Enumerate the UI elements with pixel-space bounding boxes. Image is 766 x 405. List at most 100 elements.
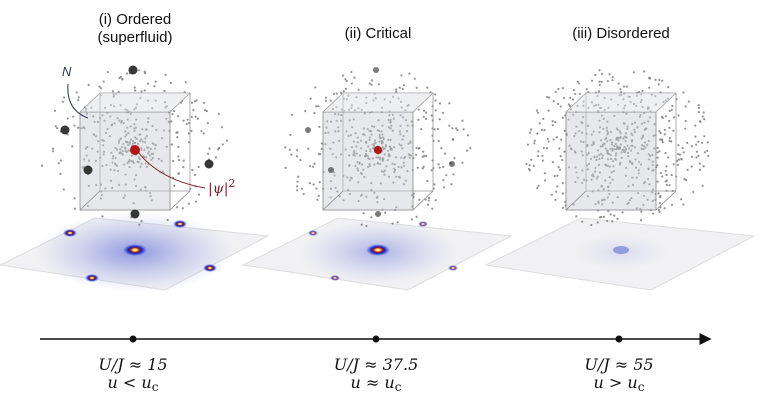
particle	[149, 191, 152, 195]
particle	[106, 70, 109, 74]
particle	[581, 131, 584, 134]
floor-peak	[123, 244, 147, 256]
particle	[62, 96, 66, 99]
particle	[339, 153, 343, 156]
particle	[658, 210, 661, 214]
particle	[384, 211, 387, 214]
particle	[149, 147, 152, 151]
particle	[608, 192, 611, 196]
particle	[663, 207, 666, 210]
panel-title: (ii) Critical	[345, 25, 412, 42]
particle	[456, 128, 459, 132]
particle	[381, 159, 384, 162]
particle	[320, 142, 323, 145]
particle	[389, 138, 392, 142]
particle	[415, 146, 418, 150]
particle	[547, 109, 550, 112]
particle	[608, 176, 611, 179]
particle	[143, 70, 146, 73]
particle	[560, 138, 563, 141]
particle	[172, 109, 175, 113]
particle	[111, 157, 114, 160]
particle	[586, 164, 589, 167]
particle	[384, 143, 387, 147]
particle	[684, 119, 687, 123]
particle	[295, 149, 299, 152]
particle	[382, 157, 385, 160]
particle	[344, 87, 348, 90]
particle	[640, 137, 643, 140]
particle	[370, 182, 373, 185]
particle	[579, 140, 583, 143]
particle	[616, 217, 619, 220]
particle	[642, 145, 645, 148]
particle	[128, 165, 131, 169]
particle	[144, 162, 147, 165]
panel-subtitle: (superfluid)	[97, 29, 172, 46]
particle	[533, 142, 536, 145]
particle	[606, 140, 609, 143]
particle	[203, 109, 207, 112]
particle	[657, 208, 660, 212]
particle	[455, 127, 458, 130]
particle	[200, 130, 203, 133]
particle	[676, 163, 680, 166]
particle	[561, 182, 564, 185]
particle	[157, 157, 160, 160]
particle	[350, 126, 354, 129]
particle	[630, 197, 633, 200]
particle	[580, 181, 584, 185]
particle	[658, 201, 662, 205]
particle	[417, 108, 420, 111]
particle	[448, 102, 451, 105]
particle	[404, 179, 407, 182]
particle	[600, 114, 604, 117]
particle	[364, 154, 368, 157]
particle	[600, 72, 604, 76]
particle	[101, 114, 104, 117]
floor-satellite	[173, 220, 187, 228]
particle	[611, 79, 614, 82]
particle	[311, 165, 315, 168]
particle	[400, 166, 403, 169]
particle	[612, 169, 615, 173]
particle	[392, 181, 395, 184]
particle	[167, 120, 170, 123]
particle	[601, 203, 604, 206]
particle	[92, 133, 96, 136]
particle	[625, 112, 628, 115]
particle	[124, 149, 127, 152]
particle	[135, 137, 138, 140]
particle	[626, 151, 630, 155]
particle	[624, 136, 627, 139]
particle	[361, 163, 364, 166]
particle	[638, 160, 641, 164]
particle	[108, 134, 112, 138]
particle	[337, 126, 340, 129]
particle	[619, 132, 622, 135]
particle	[347, 134, 350, 137]
particle	[690, 165, 693, 168]
particle	[536, 187, 539, 190]
particle	[615, 127, 618, 130]
particle	[633, 146, 637, 149]
particle	[644, 146, 647, 149]
particle	[366, 154, 369, 158]
particle	[638, 115, 642, 118]
particle	[569, 147, 572, 150]
particle	[598, 126, 602, 129]
particle	[139, 165, 142, 169]
particle	[308, 182, 311, 185]
particle	[628, 160, 631, 163]
particle	[451, 127, 454, 130]
particle	[162, 129, 166, 132]
particle	[383, 147, 386, 150]
particle	[56, 126, 59, 130]
particle	[651, 164, 654, 167]
particle	[82, 158, 86, 161]
particle	[206, 122, 209, 125]
particle	[358, 162, 361, 165]
particle	[598, 80, 601, 83]
particle	[557, 166, 560, 169]
particle	[205, 109, 208, 113]
